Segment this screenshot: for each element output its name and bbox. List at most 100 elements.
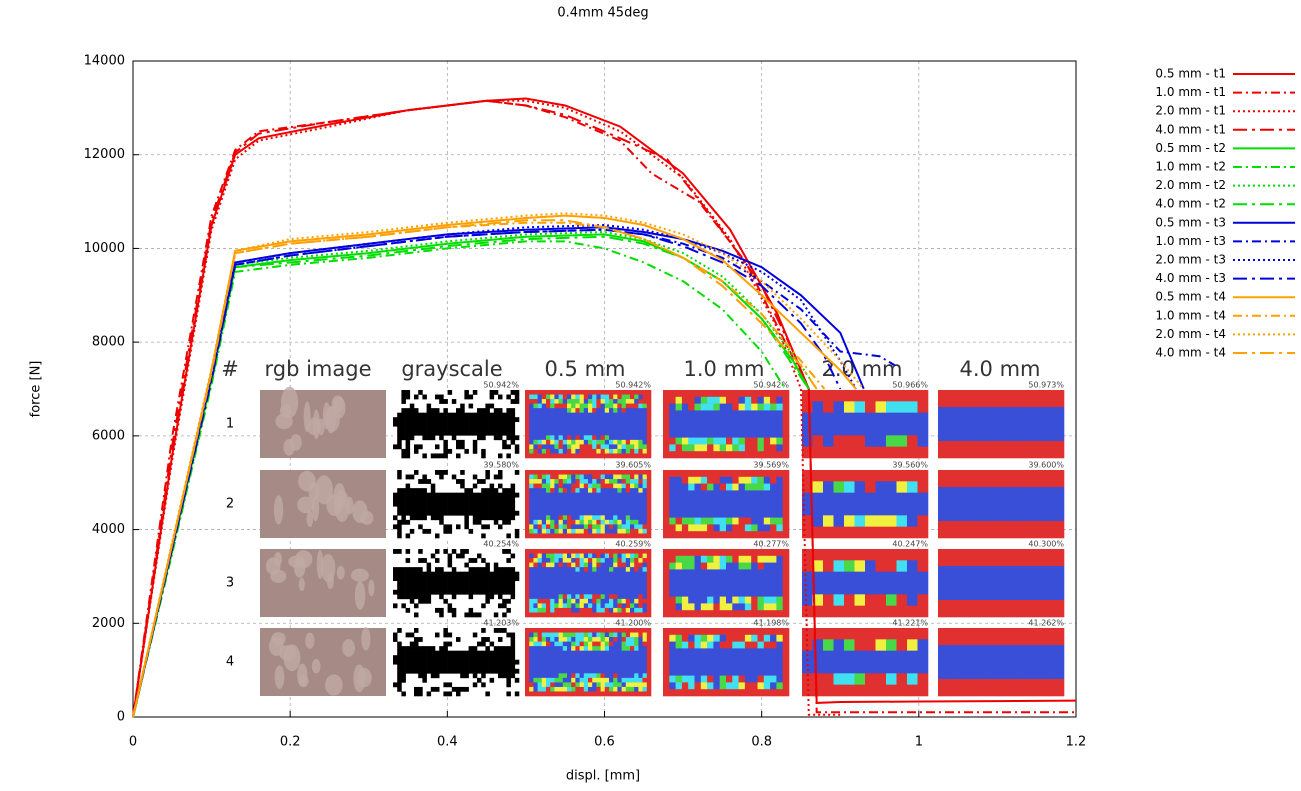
image-cell bbox=[554, 598, 559, 604]
image-cell bbox=[546, 488, 551, 493]
image-cell bbox=[481, 655, 486, 661]
image-cell bbox=[776, 396, 783, 404]
image-cell bbox=[409, 567, 415, 572]
image-cell bbox=[592, 628, 597, 633]
image-cell bbox=[558, 562, 564, 568]
image-cell bbox=[675, 662, 683, 670]
image-cell bbox=[630, 501, 635, 507]
image-cell bbox=[681, 476, 689, 484]
image-cell bbox=[669, 583, 676, 591]
image-cell bbox=[418, 637, 423, 642]
image-cell bbox=[579, 664, 585, 670]
image-cell bbox=[498, 646, 503, 651]
image-cell bbox=[776, 628, 783, 636]
image-cell bbox=[732, 424, 739, 432]
image-cell bbox=[621, 510, 627, 516]
image-cell bbox=[1016, 521, 1033, 539]
image-cell bbox=[414, 650, 419, 656]
image-cell bbox=[719, 596, 727, 604]
image-cell bbox=[969, 549, 986, 567]
image-cell bbox=[700, 504, 708, 512]
image-cell bbox=[502, 655, 507, 661]
image-cell bbox=[418, 497, 423, 503]
image-cell bbox=[443, 426, 448, 432]
image-cell bbox=[770, 689, 777, 697]
image-cell bbox=[592, 562, 597, 568]
image-cell bbox=[514, 470, 520, 475]
image-cell bbox=[588, 439, 593, 445]
image-cell bbox=[405, 571, 411, 577]
image-cell bbox=[694, 531, 702, 539]
image-cell bbox=[493, 585, 499, 591]
image-cell bbox=[546, 412, 551, 418]
image-cell bbox=[621, 589, 627, 595]
image-cell bbox=[844, 504, 855, 516]
image-cell bbox=[579, 403, 585, 409]
image-cell bbox=[588, 426, 593, 432]
image-cell bbox=[414, 567, 419, 572]
image-cell bbox=[401, 594, 406, 600]
image-cell bbox=[738, 417, 746, 425]
image-cell bbox=[571, 519, 576, 525]
image-cell bbox=[401, 659, 406, 665]
image-cell bbox=[917, 583, 929, 595]
image-cell bbox=[533, 399, 538, 404]
image-cell bbox=[592, 444, 597, 450]
image-cell bbox=[502, 426, 507, 432]
image-cell bbox=[435, 686, 440, 692]
image-cell bbox=[525, 576, 530, 582]
image-cell bbox=[600, 426, 606, 432]
image-cell bbox=[418, 510, 423, 516]
image-cell bbox=[430, 506, 436, 512]
image-cell bbox=[502, 646, 507, 651]
image-cell bbox=[489, 655, 495, 661]
image-cell bbox=[451, 501, 457, 507]
image-cell bbox=[529, 659, 534, 665]
image-cell bbox=[953, 390, 970, 408]
image-cell bbox=[719, 497, 727, 505]
image-cell bbox=[621, 567, 627, 572]
image-cell bbox=[732, 510, 739, 518]
image-cell bbox=[537, 668, 543, 674]
legend-label: 4.0 mm - t2 bbox=[1155, 197, 1226, 211]
image-cell bbox=[477, 659, 482, 665]
image-cell bbox=[642, 528, 648, 534]
image-cell bbox=[502, 664, 507, 670]
image-cell bbox=[554, 558, 559, 563]
image-cell bbox=[642, 519, 648, 525]
image-cell bbox=[600, 497, 606, 503]
image-cell bbox=[751, 430, 758, 438]
image-cell bbox=[757, 451, 765, 459]
image-cell bbox=[770, 430, 777, 438]
image-cell bbox=[562, 479, 568, 484]
image-cell bbox=[451, 474, 457, 480]
image-cell bbox=[625, 603, 631, 609]
image-cell bbox=[719, 675, 727, 683]
image-cell bbox=[617, 470, 622, 475]
image-cell bbox=[426, 412, 432, 418]
image-cell bbox=[732, 668, 739, 676]
image-cell bbox=[782, 655, 790, 663]
image-cell bbox=[875, 412, 887, 425]
image-cell bbox=[493, 562, 499, 568]
image-cell bbox=[472, 497, 478, 503]
image-cell bbox=[732, 451, 739, 459]
image-cell bbox=[567, 488, 572, 493]
image-cell bbox=[579, 390, 585, 395]
image-cell bbox=[514, 448, 520, 454]
image-cell bbox=[588, 403, 593, 409]
image-cell bbox=[776, 403, 783, 411]
image-cell bbox=[609, 632, 614, 638]
image-cell bbox=[642, 524, 648, 530]
image-cell bbox=[546, 558, 551, 563]
image-cell bbox=[583, 426, 589, 432]
image-cell bbox=[609, 524, 614, 530]
image-cell bbox=[726, 634, 733, 642]
image-cell bbox=[609, 603, 614, 609]
image-cell bbox=[823, 639, 834, 651]
image-cell bbox=[579, 673, 585, 679]
image-cell bbox=[414, 571, 419, 577]
image-cell bbox=[770, 655, 777, 663]
image-cell bbox=[776, 424, 783, 432]
image-cell bbox=[621, 412, 627, 418]
